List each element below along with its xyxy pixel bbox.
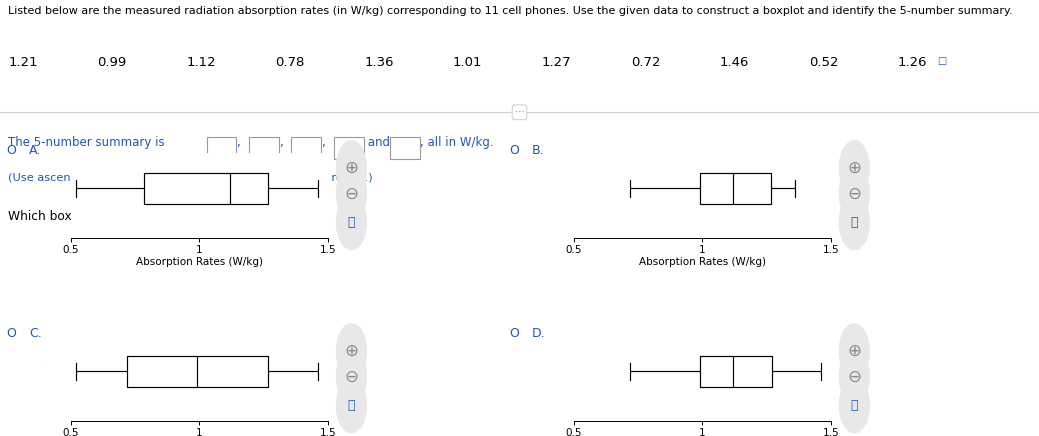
Text: Which boxplot below represents the data?: Which boxplot below represents the data? [8,210,267,223]
Text: ⊖: ⊖ [345,184,358,202]
Text: D.: D. [532,327,545,341]
Text: 1.36: 1.36 [364,56,394,69]
Text: ⊕: ⊕ [345,342,358,360]
Circle shape [840,324,870,378]
Circle shape [840,166,870,221]
Text: 0.78: 0.78 [275,56,304,69]
Text: 1.12: 1.12 [186,56,216,69]
Circle shape [840,195,870,249]
Text: ,: , [237,136,240,149]
Text: B.: B. [532,144,544,157]
Text: O: O [6,144,17,157]
Text: 1.26: 1.26 [898,56,927,69]
Circle shape [840,349,870,404]
Text: ⊖: ⊖ [848,184,861,202]
Text: O: O [6,327,17,341]
Text: (Use ascending order. Type integers or decimals. Do not round.): (Use ascending order. Type integers or d… [8,174,373,183]
Text: ⊖: ⊖ [848,368,861,385]
Text: A.: A. [29,144,41,157]
FancyBboxPatch shape [291,137,321,159]
Text: ⋯: ⋯ [514,107,525,117]
Text: ⧉: ⧉ [348,399,355,412]
Circle shape [337,195,367,249]
Text: ,: , [321,136,325,149]
FancyBboxPatch shape [249,137,278,159]
Text: , all in W/kg.: , all in W/kg. [420,136,494,149]
Bar [700,173,771,204]
Text: and: and [364,136,390,149]
Text: ⧉: ⧉ [851,216,858,229]
Text: O: O [509,144,520,157]
Circle shape [337,141,367,195]
Circle shape [337,378,367,433]
Text: O: O [509,327,520,341]
Circle shape [337,324,367,378]
Bar [144,173,268,204]
FancyBboxPatch shape [207,137,237,159]
Bar [128,356,268,387]
Text: ⧉: ⧉ [851,399,858,412]
Circle shape [337,166,367,221]
FancyBboxPatch shape [390,137,420,159]
Text: ⊕: ⊕ [848,159,861,177]
Bar [700,356,772,387]
Text: ⊕: ⊕ [848,342,861,360]
Circle shape [840,141,870,195]
Text: ⊖: ⊖ [345,368,358,385]
Text: 1.21: 1.21 [8,56,38,69]
Text: ⊕: ⊕ [345,159,358,177]
Text: The 5-number summary is: The 5-number summary is [8,136,168,149]
Circle shape [840,378,870,433]
X-axis label: Absorption Rates (W/kg): Absorption Rates (W/kg) [136,257,263,267]
FancyBboxPatch shape [334,137,364,159]
Text: 0.99: 0.99 [98,56,127,69]
Text: Listed below are the measured radiation absorption rates (in W/kg) corresponding: Listed below are the measured radiation … [8,6,1013,16]
Text: ,: , [278,136,283,149]
Text: 1.46: 1.46 [720,56,749,69]
Circle shape [337,349,367,404]
Text: 1.01: 1.01 [453,56,482,69]
Text: ⧉: ⧉ [348,216,355,229]
X-axis label: Absorption Rates (W/kg): Absorption Rates (W/kg) [639,257,766,267]
Text: □: □ [936,56,945,66]
Text: 0.72: 0.72 [631,56,661,69]
Text: 0.52: 0.52 [808,56,838,69]
Text: C.: C. [29,327,42,341]
Text: 1.27: 1.27 [542,56,571,69]
